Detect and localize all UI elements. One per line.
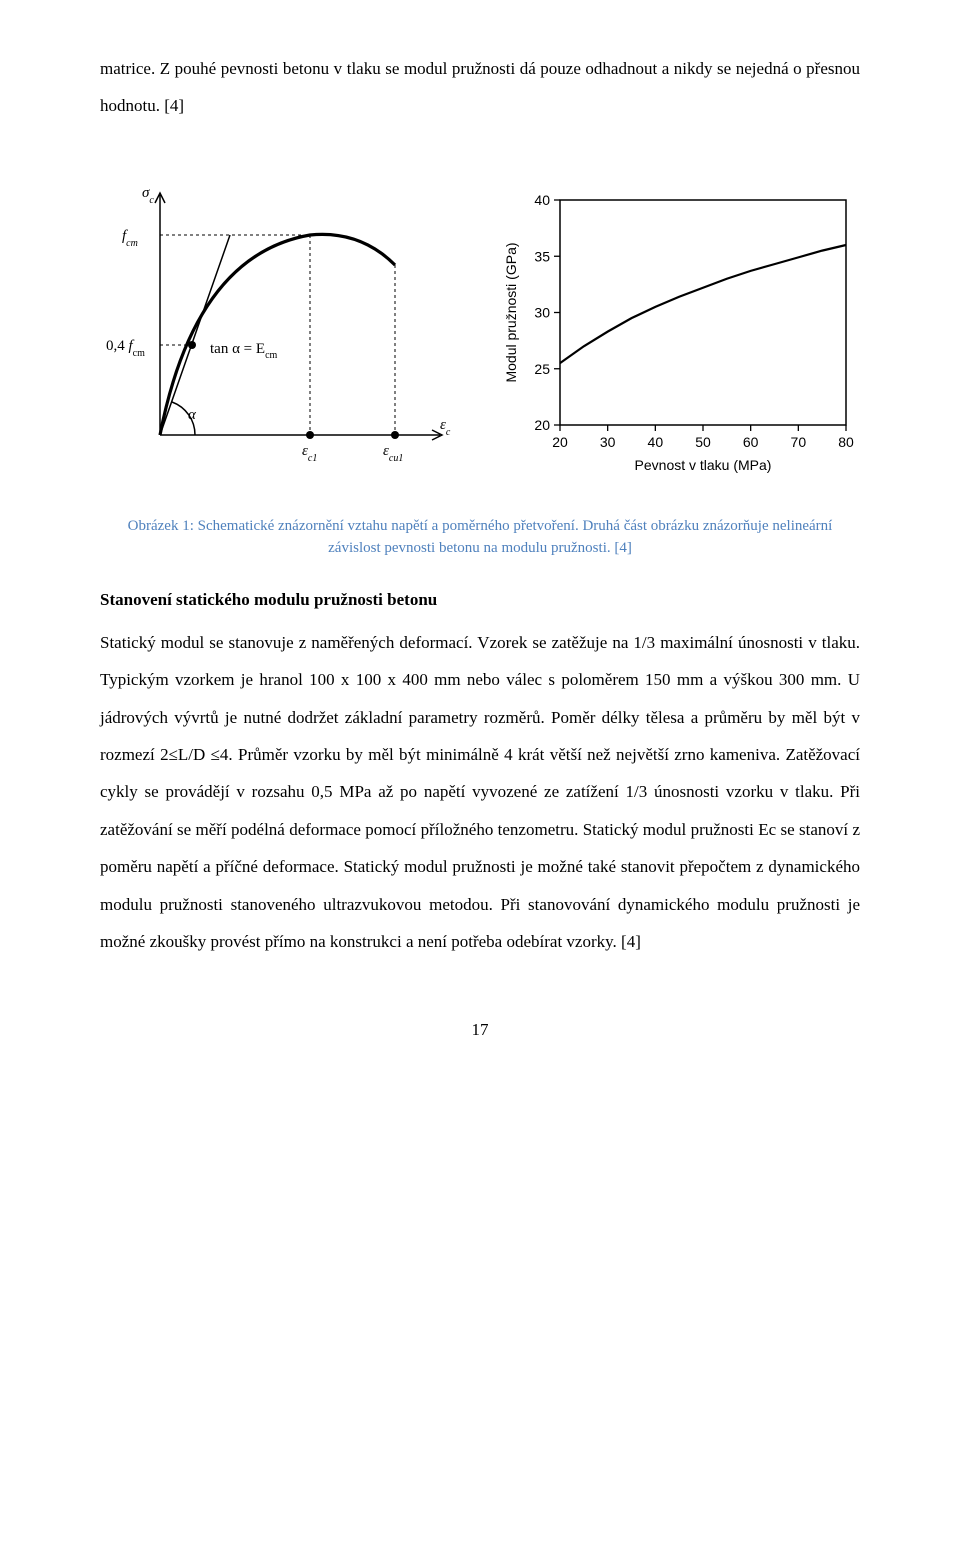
svg-text:60: 60	[742, 434, 758, 450]
svg-text:80: 80	[838, 434, 854, 450]
figures-row: σc fcm 0,4 fcm α tan α = Ecm	[100, 175, 860, 480]
main-paragraph: Statický modul se stanovuje z naměřených…	[100, 624, 860, 961]
svg-text:σc: σc	[142, 185, 154, 206]
svg-text:20: 20	[552, 434, 568, 450]
svg-text:εcu1: εcu1	[383, 443, 403, 464]
svg-text:40: 40	[534, 192, 550, 208]
svg-text:30: 30	[534, 304, 550, 320]
figure-caption: Obrázek 1: Schematické znázornění vztahu…	[100, 515, 860, 560]
svg-text:tan α = Ecm: tan α = Ecm	[210, 341, 278, 361]
stress-strain-diagram: σc fcm 0,4 fcm α tan α = Ecm	[100, 175, 465, 480]
svg-text:0,4 fcm: 0,4 fcm	[106, 338, 145, 359]
svg-text:fcm: fcm	[122, 228, 138, 249]
svg-text:30: 30	[599, 434, 615, 450]
svg-text:50: 50	[695, 434, 711, 450]
svg-text:40: 40	[647, 434, 663, 450]
svg-text:25: 25	[534, 361, 550, 377]
intro-paragraph: matrice. Z pouhé pevnosti betonu v tlaku…	[100, 50, 860, 125]
svg-text:Modul pružnosti (GPa): Modul pružnosti (GPa)	[503, 242, 519, 382]
section-heading: Stanovení statického modulu pružnosti be…	[100, 590, 860, 610]
svg-text:20: 20	[534, 417, 550, 433]
svg-text:35: 35	[534, 248, 550, 264]
svg-text:70: 70	[790, 434, 806, 450]
svg-text:εc1: εc1	[302, 443, 317, 464]
svg-text:Pevnost v tlaku (MPa): Pevnost v tlaku (MPa)	[634, 457, 771, 473]
svg-text:α: α	[188, 407, 197, 423]
page-number: 17	[100, 1020, 860, 1040]
modulus-vs-strength-chart: 20 30 40 50 60 70 80 20 25 30 35 40 Pevnost v tlaku …	[495, 180, 860, 480]
